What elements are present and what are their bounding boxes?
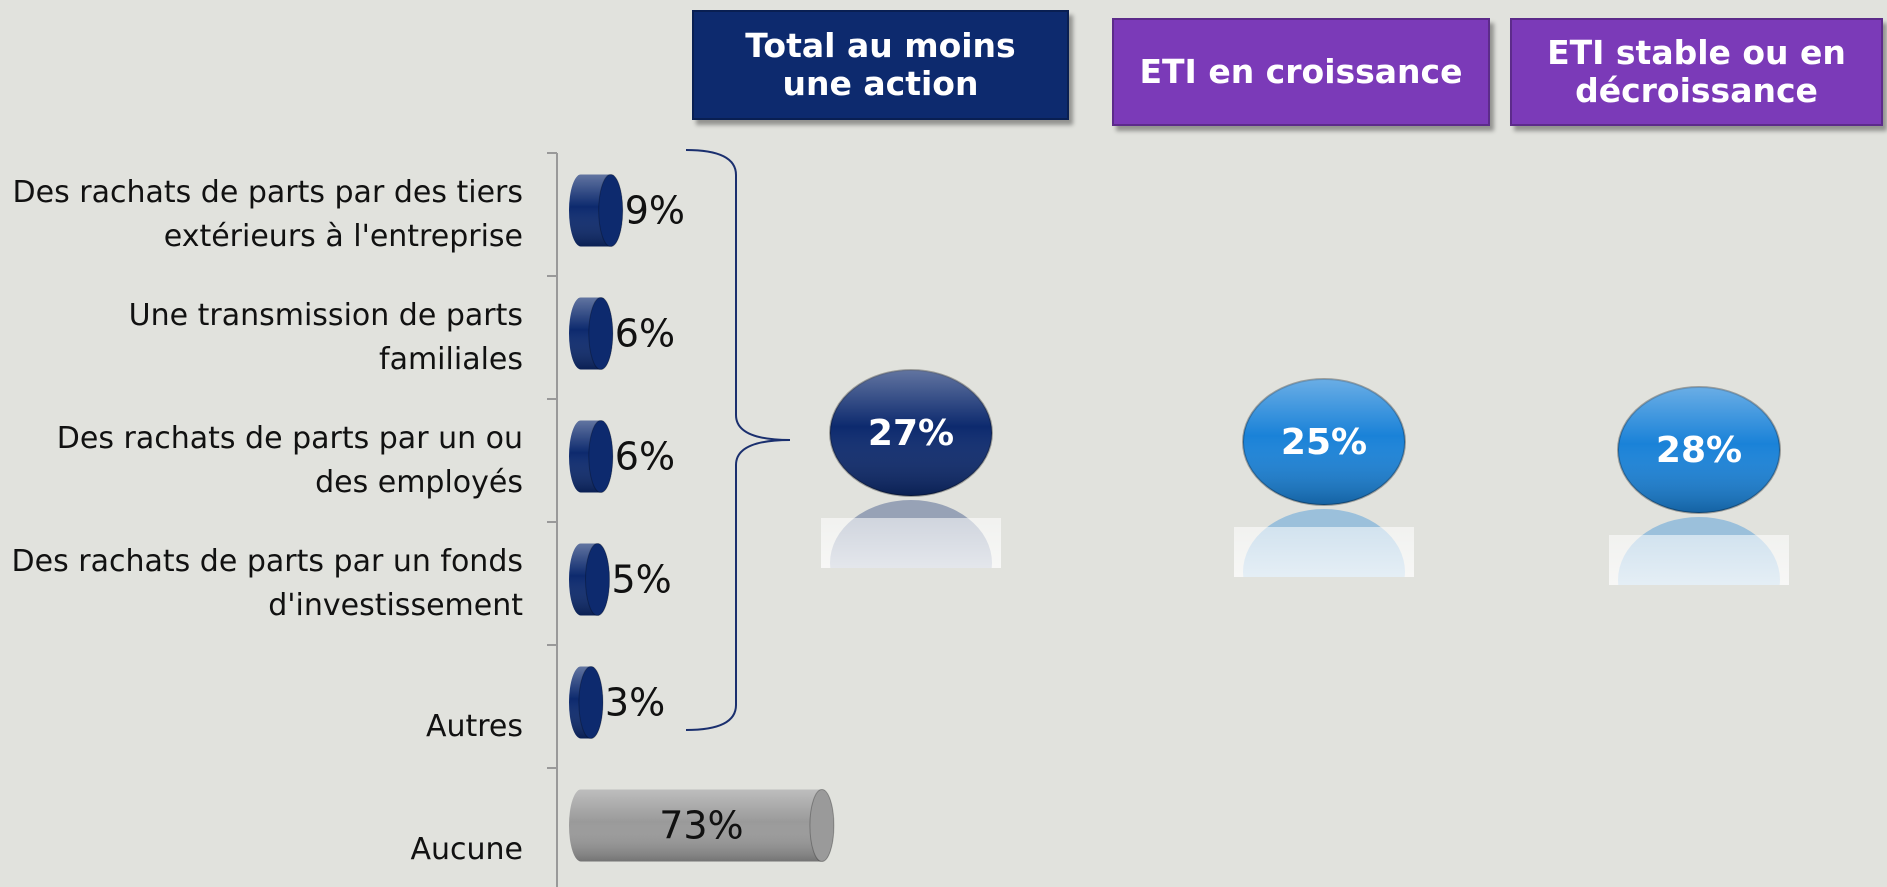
bubble-label: 28%: [1656, 430, 1742, 471]
bracket: [685, 149, 791, 731]
bubble-label: 27%: [868, 413, 954, 454]
value-label: 73%: [659, 804, 743, 848]
value-label: 3%: [605, 681, 665, 725]
reflection-cut: [821, 568, 1001, 638]
category-label: Des rachats de parts par des tiers extér…: [12, 174, 523, 254]
bubble-shine: [830, 370, 992, 496]
bar-cap: [578, 666, 604, 739]
category-label: Aucune: [410, 831, 523, 867]
value-label: 6%: [615, 435, 675, 479]
category-label: Des rachats de parts par un ou des emplo…: [56, 420, 523, 500]
bubble-shine: [1618, 387, 1780, 513]
category-label: Des rachats de parts par un fonds d'inve…: [11, 543, 523, 623]
value-label: 6%: [615, 312, 675, 356]
reflection-cut: [1609, 585, 1789, 655]
column-header: ETI stable ou en décroissance: [1510, 18, 1883, 126]
column-header: ETI en croissance: [1112, 18, 1490, 126]
column-header: Total au moins une action: [692, 10, 1069, 120]
bar-cap: [598, 174, 624, 247]
category-label: Une transmission de parts familiales: [128, 297, 523, 377]
bar-cap: [809, 789, 835, 862]
value-label: 9%: [625, 189, 685, 233]
value-label: 5%: [612, 558, 672, 602]
bubble-shine: [1243, 379, 1405, 505]
bar-cap: [588, 420, 614, 493]
category-label: Autres: [425, 708, 523, 744]
reflection-cut: [1234, 577, 1414, 647]
bar-shine: [569, 789, 834, 862]
bubble-label: 25%: [1281, 422, 1367, 463]
bar-cap: [588, 297, 614, 370]
bar-cap: [585, 543, 610, 616]
